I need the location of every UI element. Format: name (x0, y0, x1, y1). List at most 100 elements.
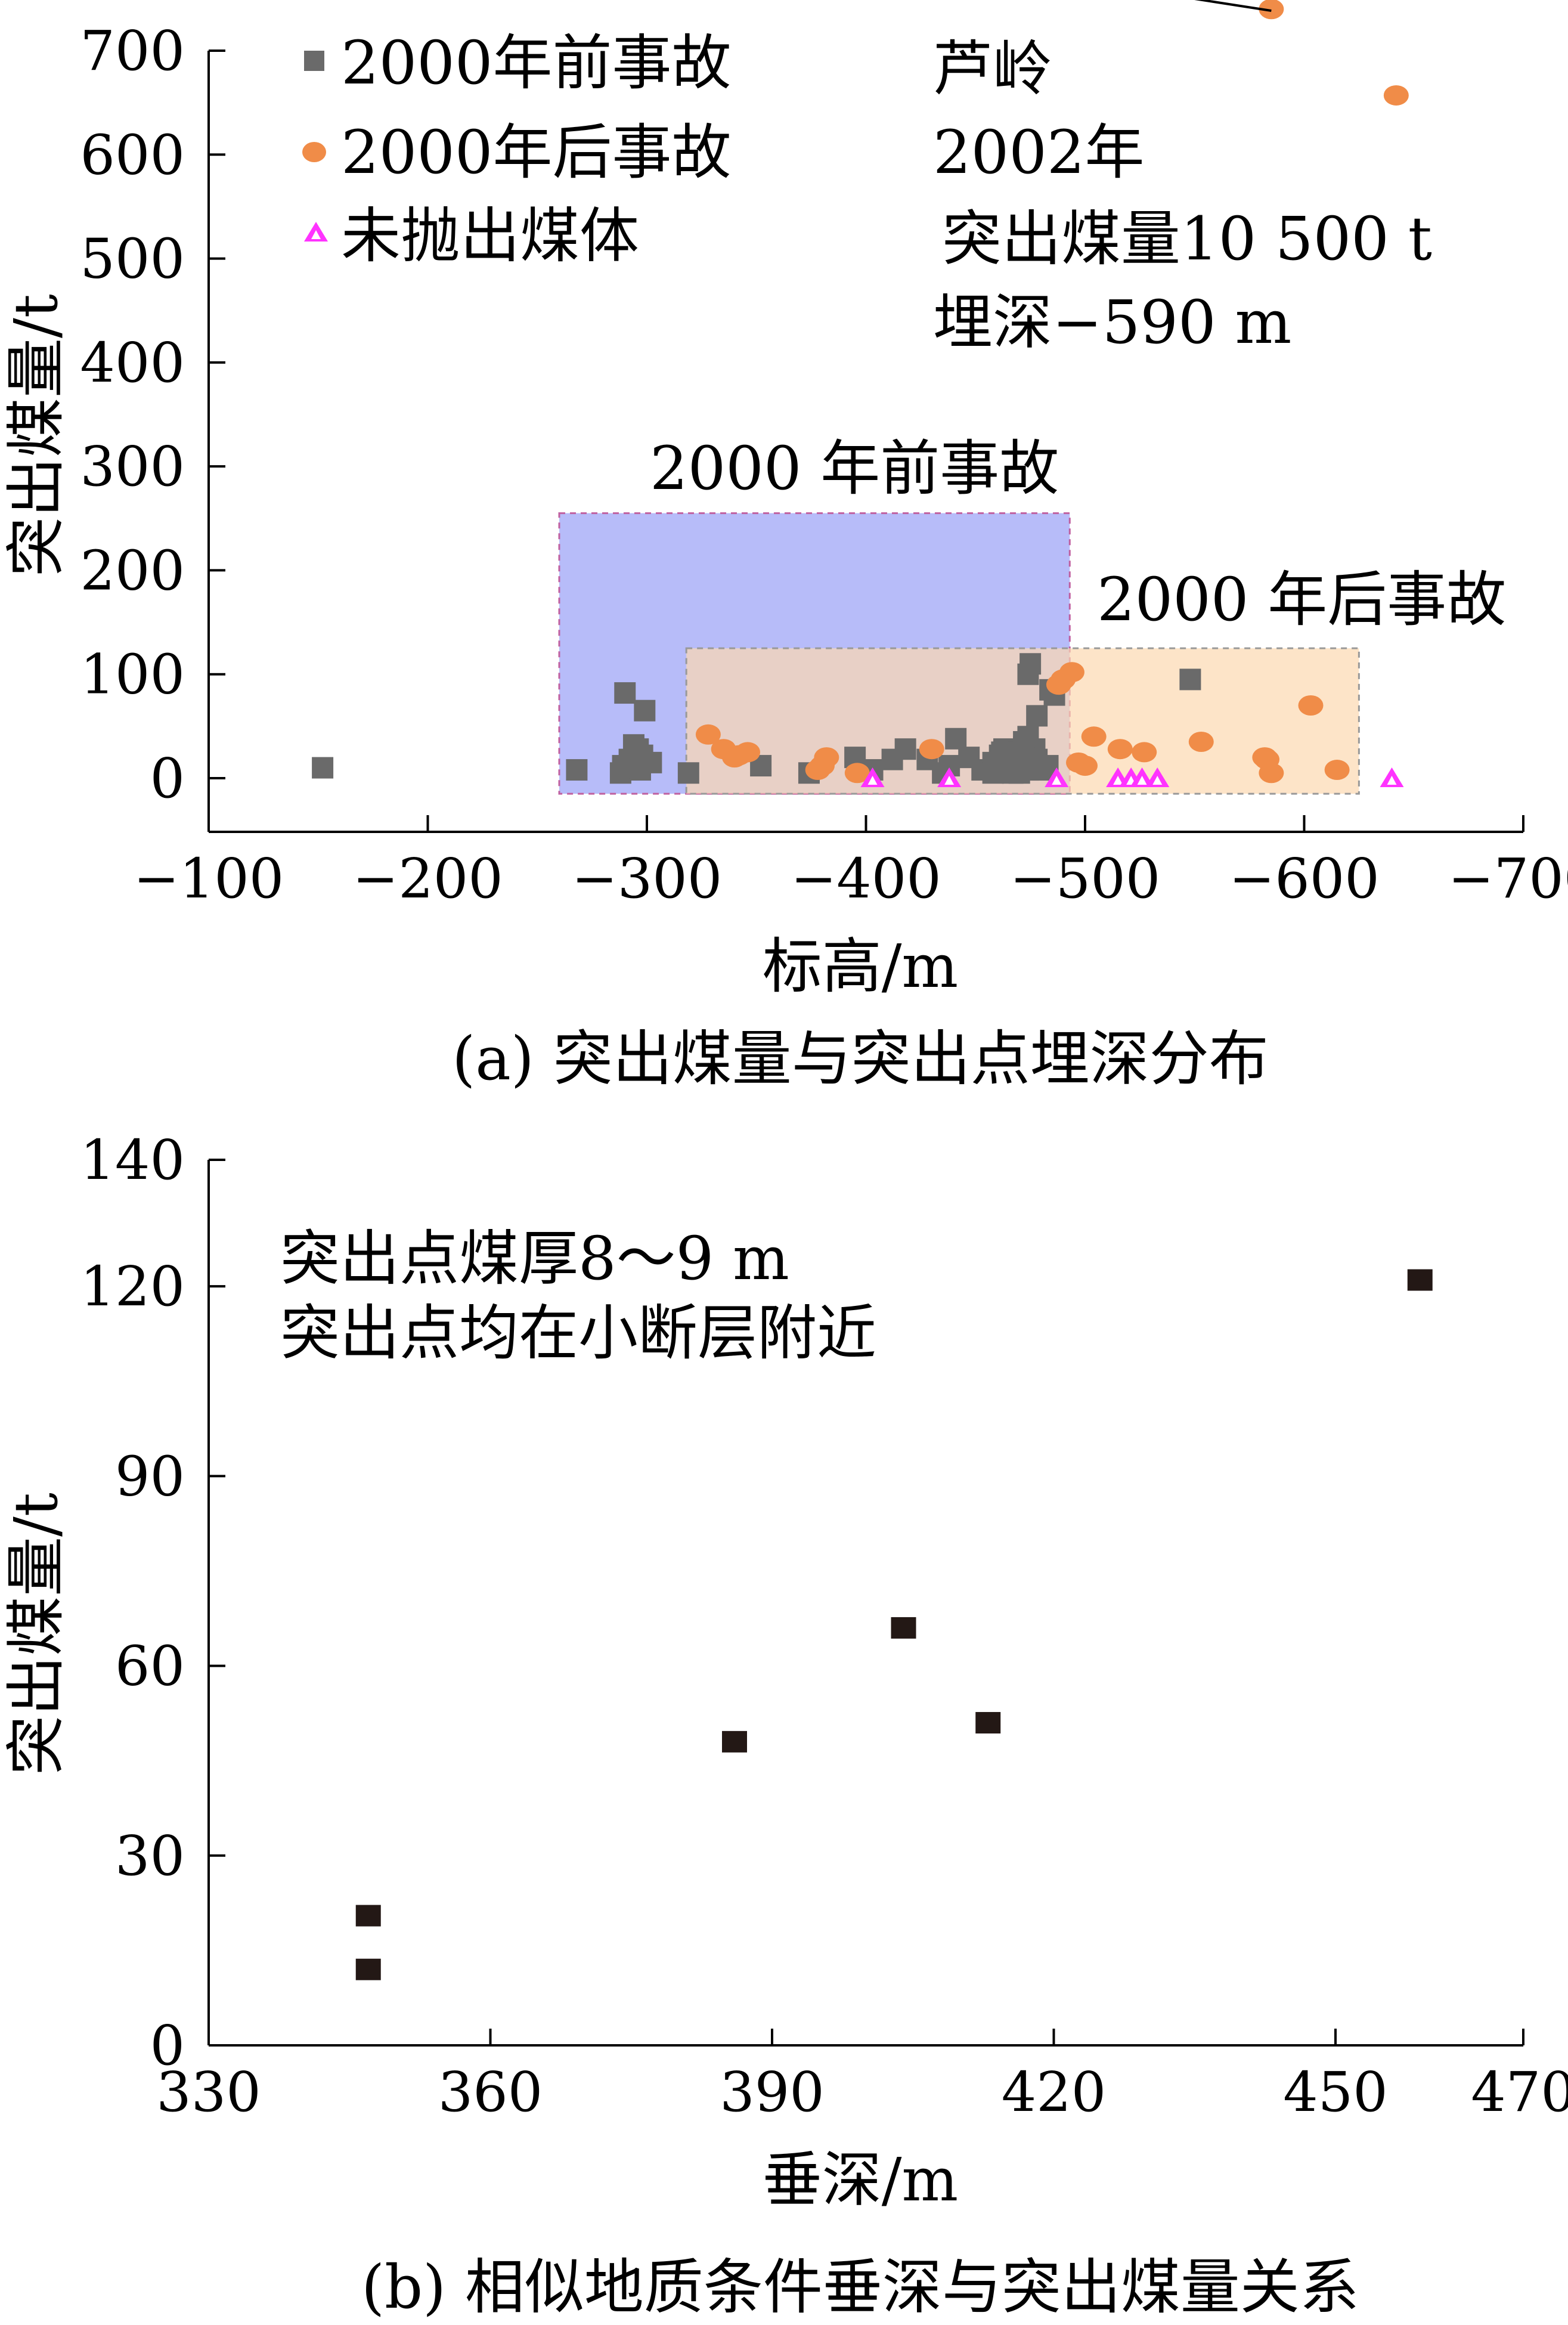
x-tick-label: −500 (1010, 847, 1161, 911)
data-point-after-2000 (919, 739, 944, 760)
annotation-line-3: 突出煤量10 500 t (942, 204, 1432, 274)
data-point-after-2000 (695, 724, 721, 745)
legend-entry-before-2000: 2000年前事故 (341, 28, 732, 98)
region-label-after-2000: 2000 年后事故 (1097, 565, 1506, 634)
data-point-after-2000 (1383, 85, 1409, 106)
y-tick-label: 700 (80, 19, 185, 83)
data-point-after-2000 (844, 763, 870, 784)
annotation-b-line-2: 突出点均在小断层附近 (280, 1298, 876, 1368)
data-point-before-2000 (1179, 668, 1201, 691)
x-tick-label: −200 (352, 847, 503, 911)
legend: 2000年前事故 2000年后事故 未抛出煤体 (302, 28, 732, 271)
y-axis-label: 突出煤量/t (1, 294, 71, 577)
legend-square-icon (304, 51, 324, 71)
legend-circle-icon (302, 142, 326, 162)
y-tick-label: 100 (80, 643, 185, 707)
caption-b: (b) 相似地质条件垂深与突出煤量关系 (361, 2252, 1359, 2322)
data-point-after-2000 (1073, 756, 1098, 776)
y-tick-label: 300 (80, 435, 185, 499)
x-tick-label: −600 (1229, 847, 1380, 911)
data-point (355, 1958, 381, 1980)
data-point-after-2000 (735, 742, 761, 763)
annotation-b-line-1: 突出点煤厚8～9 m (280, 1224, 789, 1293)
x-axis-label: 垂深/m (763, 2145, 959, 2215)
x-tick-label: 390 (720, 2060, 825, 2124)
data-point (975, 1712, 1001, 1734)
x-tick-label: −400 (791, 847, 941, 911)
annotation-pointer-line (1194, 0, 1272, 12)
legend-triangle-inner-icon (311, 230, 321, 239)
data-point-after-2000 (1259, 763, 1284, 784)
data-point-not-thrown-inner (1152, 776, 1163, 785)
y-tick-label: 140 (80, 1128, 185, 1192)
data-point-after-2000 (814, 747, 839, 768)
data-point-before-2000 (1017, 663, 1039, 685)
data-point-after-2000 (1188, 732, 1214, 752)
data-point-before-2000 (634, 699, 656, 722)
data-point (891, 1617, 916, 1639)
plot-marks (355, 1269, 1433, 1980)
data-point-before-2000 (1026, 705, 1048, 727)
data-point-not-thrown-inner (867, 776, 878, 785)
data-point-before-2000 (614, 682, 636, 704)
data-point (1407, 1269, 1433, 1291)
data-point-not-thrown-inner (1387, 776, 1397, 785)
data-point-before-2000 (945, 727, 967, 750)
y-tick-label: 500 (80, 227, 185, 291)
y-axis-label: 突出煤量/t (1, 1493, 71, 1775)
tick-labels: 330 360 390 420 450 470 0 30 60 90 120 140 (80, 1128, 1568, 2124)
data-point-not-thrown-inner (1052, 776, 1062, 785)
data-point-before-2000 (1008, 747, 1030, 769)
annotation-line-1: 芦岭 (933, 34, 1052, 104)
y-tick-label: 0 (150, 2014, 185, 2078)
data-point-before-2000 (640, 751, 662, 773)
axes (207, 1159, 1524, 2047)
y-tick-label: 60 (115, 1634, 185, 1698)
data-point-before-2000 (1017, 726, 1039, 748)
y-tick-label: 200 (80, 538, 185, 602)
data-point-after-2000 (1298, 695, 1324, 716)
x-tick-label: 450 (1283, 2060, 1388, 2124)
legend-entry-after-2000: 2000年后事故 (341, 117, 732, 187)
caption-a: (a) 突出煤量与突出点埋深分布 (452, 1024, 1268, 1094)
annotation-line-4: 埋深−590 m (933, 287, 1291, 357)
y-tick-label: 120 (80, 1255, 185, 1318)
region-label-before-2000: 2000 年前事故 (650, 434, 1059, 503)
annotation-line-2: 2002年 (933, 117, 1145, 187)
x-tick-label: 420 (1002, 2060, 1107, 2124)
data-point-after-2000 (1107, 739, 1133, 760)
chart-a: −100 −200 −300 −400 −500 −600 −700 0 100 200 300 40… (1, 0, 1568, 1094)
data-point-not-thrown-inner (944, 776, 955, 785)
data-point-before-2000 (894, 738, 916, 760)
data-point-before-2000 (566, 759, 588, 781)
data-point-before-2000 (312, 757, 334, 779)
y-tick-label: 0 (150, 747, 185, 810)
y-tick-label: 90 (115, 1444, 185, 1508)
plot-marks (312, 0, 1409, 787)
x-tick-label: −300 (572, 847, 723, 911)
x-tick-label: −700 (1448, 847, 1568, 911)
x-tick-label: 470 (1471, 2060, 1568, 2124)
y-tick-label: 600 (80, 123, 185, 187)
data-point-before-2000 (677, 762, 699, 784)
data-point-after-2000 (1081, 726, 1107, 747)
x-tick-label: 360 (438, 2060, 543, 2124)
y-tick-label: 400 (80, 331, 185, 395)
tick-labels: −100 −200 −300 −400 −500 −600 −700 0 100 200 300 40… (80, 19, 1568, 911)
data-point (355, 1905, 381, 1927)
x-axis-label: 标高/m (763, 931, 959, 1001)
legend-entry-not-thrown: 未抛出煤体 (341, 201, 639, 271)
data-point-after-2000 (1132, 742, 1157, 763)
data-point-not-thrown-inner (1137, 776, 1147, 785)
data-point-after-2000 (1059, 662, 1084, 683)
x-tick-label: 330 (156, 2060, 261, 2124)
annotation-luling: 芦岭 2002年 突出煤量10 500 t 埋深−590 m (933, 0, 1432, 357)
data-point-not-thrown-inner (1113, 776, 1123, 785)
data-point (722, 1730, 747, 1753)
chart-b: 330 360 390 420 450 470 0 30 60 90 120 140 突出点煤厚8～9… (1, 1128, 1568, 2322)
x-tick-label: −100 (134, 847, 284, 911)
data-point-after-2000 (1324, 760, 1350, 781)
axes (207, 49, 1524, 833)
y-tick-label: 30 (115, 1824, 185, 1888)
